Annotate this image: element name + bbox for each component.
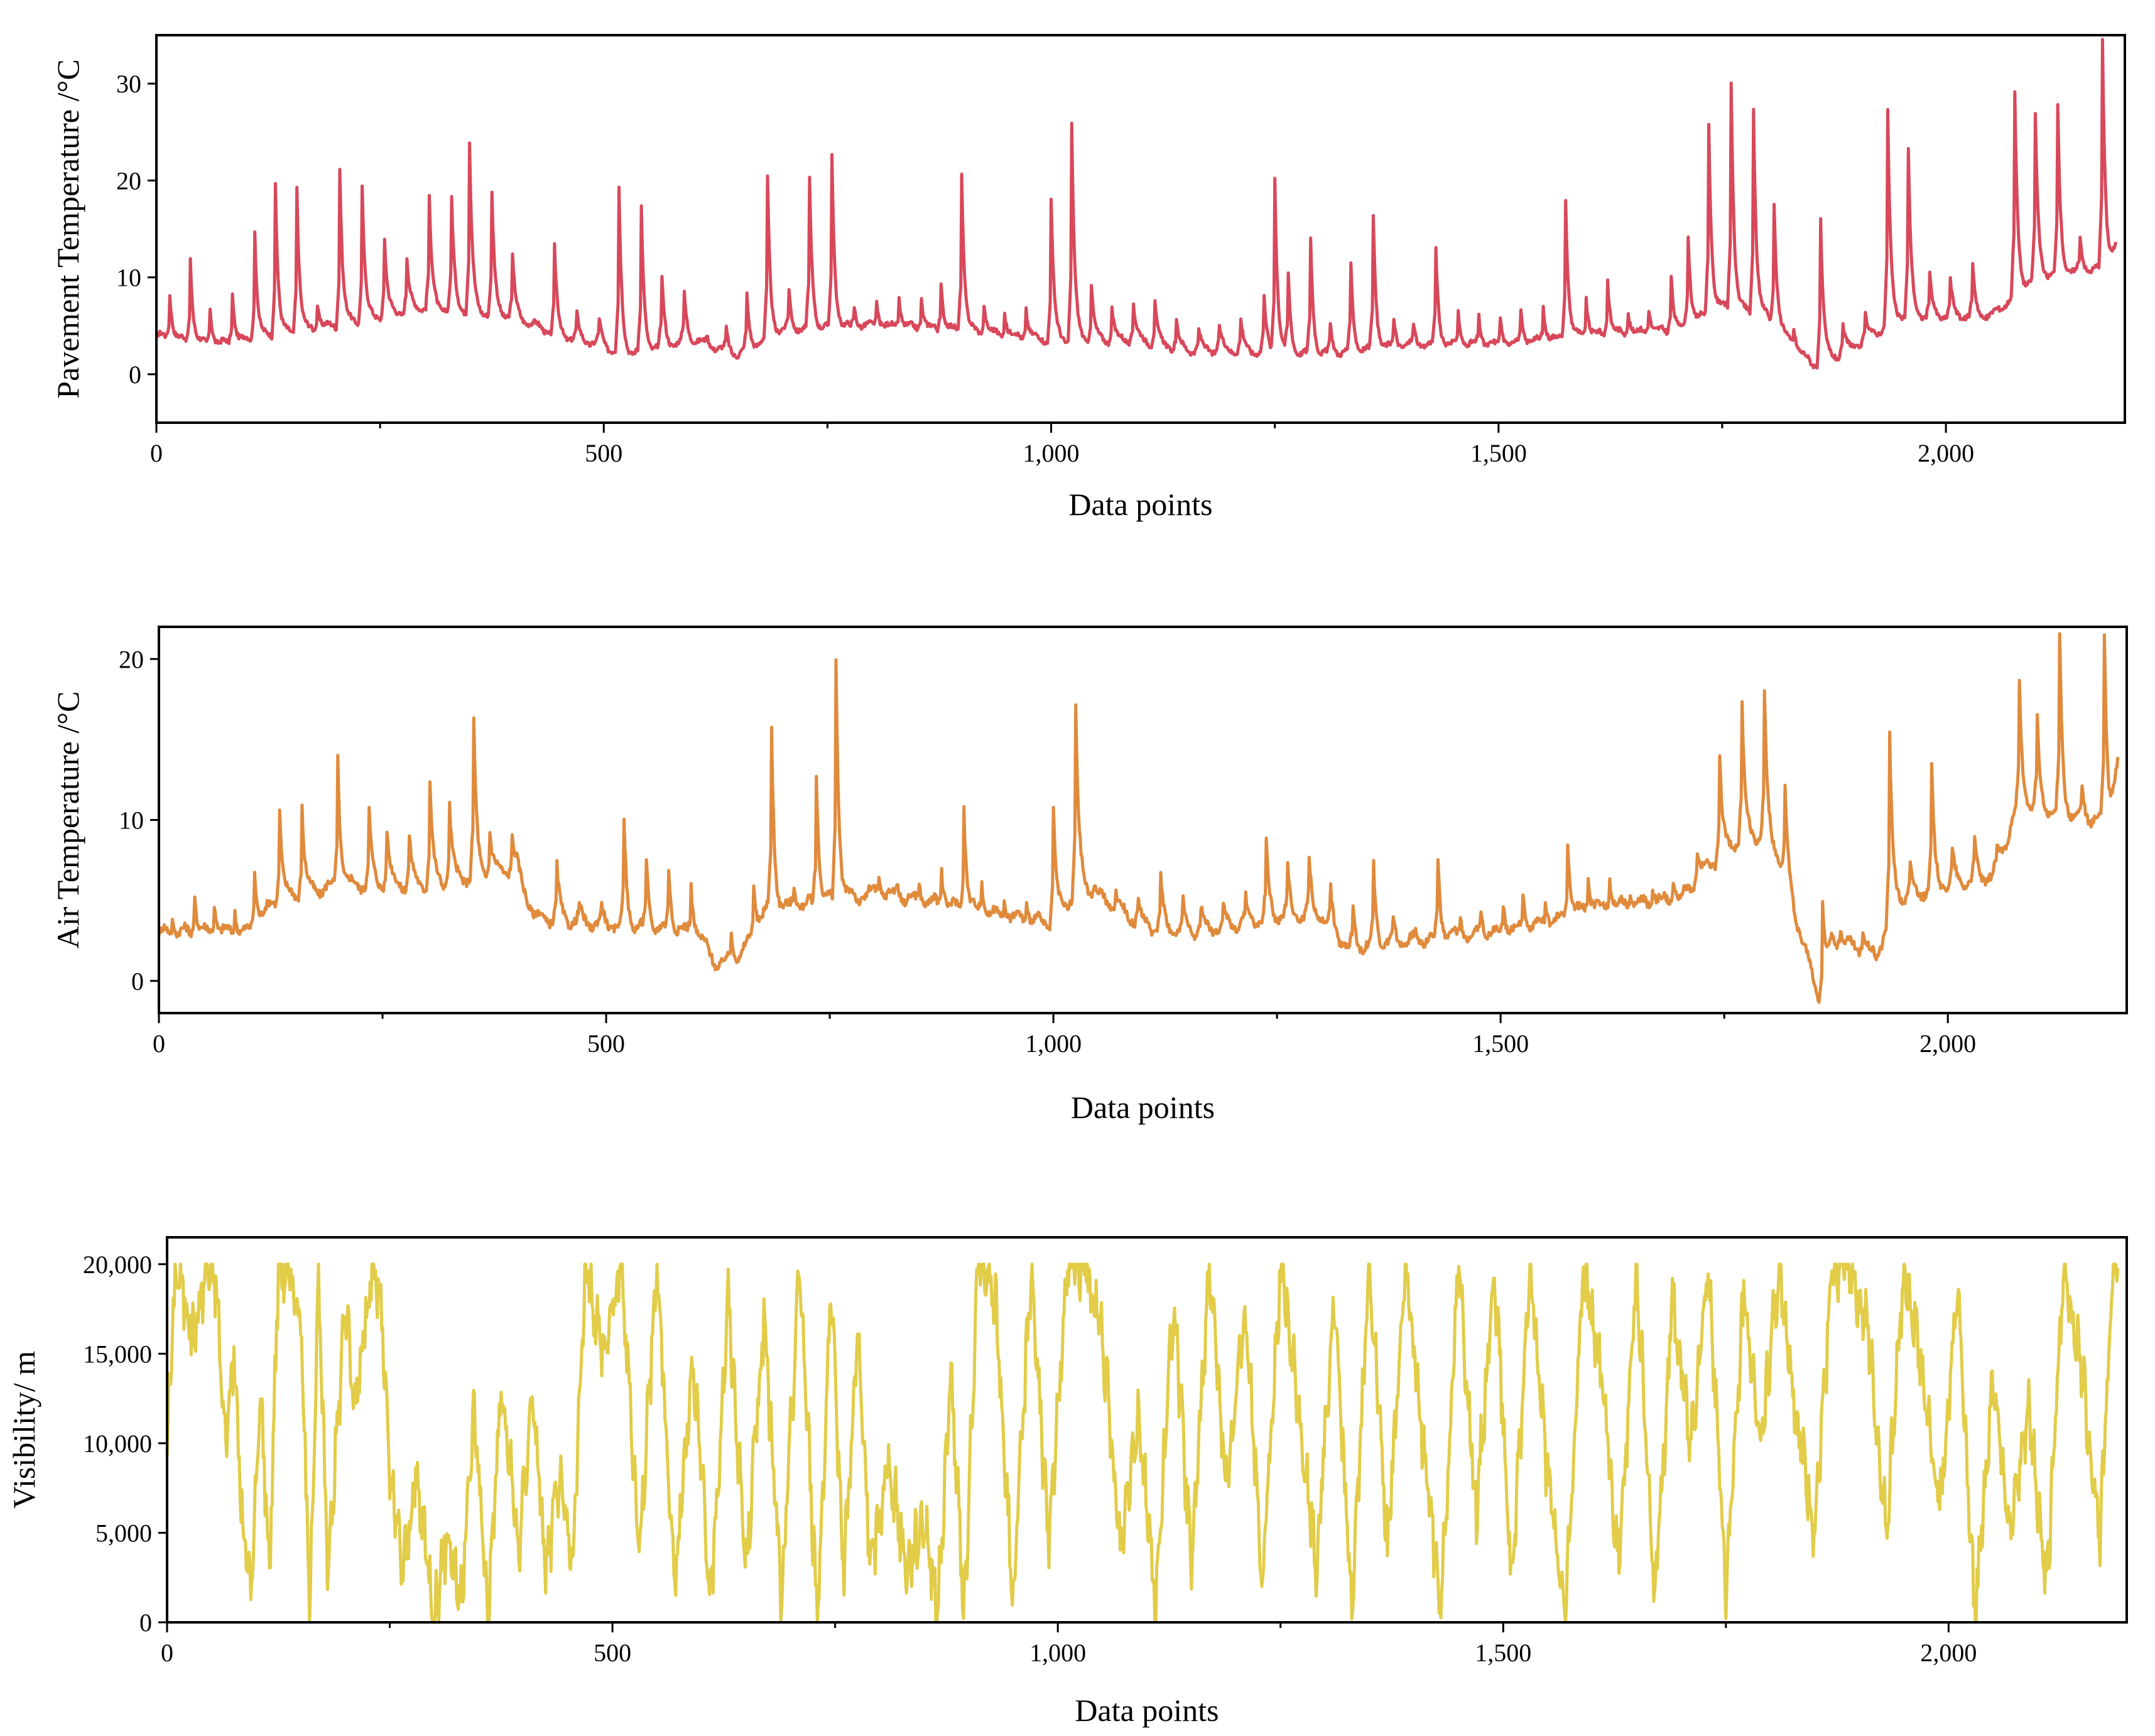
y-tick-label: 15,000 <box>83 1340 152 1368</box>
x-tick-label: 500 <box>587 1029 625 1058</box>
x-tick-label: 1,000 <box>1029 1639 1086 1667</box>
pavement-temperature-panel: 0 500 1,000 1,500 2,000 0 10 20 30 Data points Pav… <box>50 34 2126 522</box>
y-axis-title: Pavement Temperature /°C <box>50 59 85 398</box>
y-tick-label: 20 <box>119 645 144 673</box>
x-tick-label: 0 <box>150 439 163 467</box>
x-tick-label: 1,500 <box>1475 1639 1531 1667</box>
y-axis-title: Visibility/ m <box>6 1351 41 1509</box>
x-tick-label: 1,500 <box>1470 439 1527 467</box>
x-tick-label: 2,000 <box>1918 439 1974 467</box>
x-tick-label: 0 <box>161 1639 173 1667</box>
x-tick-label: 0 <box>153 1029 165 1058</box>
y-tick-label: 20,000 <box>83 1250 152 1279</box>
y-tick-label: 10,000 <box>83 1429 152 1458</box>
x-axis-title: Data points <box>1068 487 1212 522</box>
y-tick-label: 0 <box>129 361 141 389</box>
x-tick-label: 500 <box>594 1639 631 1667</box>
y-tick-label: 5,000 <box>95 1519 152 1547</box>
x-axis-title: Data points <box>1075 1693 1219 1728</box>
x-tick-label: 500 <box>585 439 622 467</box>
y-tick-label: 10 <box>119 806 144 835</box>
pavement-temperature-line <box>155 38 2118 370</box>
y-tick-label: 30 <box>116 70 141 98</box>
air-temperature-line <box>157 632 2120 1004</box>
y-tick-label: 10 <box>116 264 141 292</box>
plot-frame <box>155 34 2126 424</box>
y-axis-title: Air Temperature /°C <box>50 692 85 949</box>
x-axis-title: Data points <box>1071 1090 1215 1125</box>
visibility-panel: 0 500 1,000 1,500 2,000 0 5,000 10,000 15,000 20,… <box>6 1236 2128 1728</box>
x-tick-label: 1,500 <box>1472 1029 1529 1058</box>
plot-frame <box>166 1236 2128 1624</box>
x-tick-label: 1,000 <box>1025 1029 1082 1058</box>
x-tick-label: 2,000 <box>1919 1029 1976 1058</box>
y-tick-label: 0 <box>131 967 144 995</box>
y-tick-label: 0 <box>139 1609 152 1637</box>
x-tick-label: 1,000 <box>1023 439 1080 467</box>
visibility-line <box>165 1262 2120 1624</box>
air-temperature-panel: 0 500 1,000 1,500 2,000 0 10 20 Data points Air T… <box>50 626 2128 1125</box>
x-tick-label: 2,000 <box>1920 1639 1977 1667</box>
y-tick-label: 20 <box>116 166 141 195</box>
